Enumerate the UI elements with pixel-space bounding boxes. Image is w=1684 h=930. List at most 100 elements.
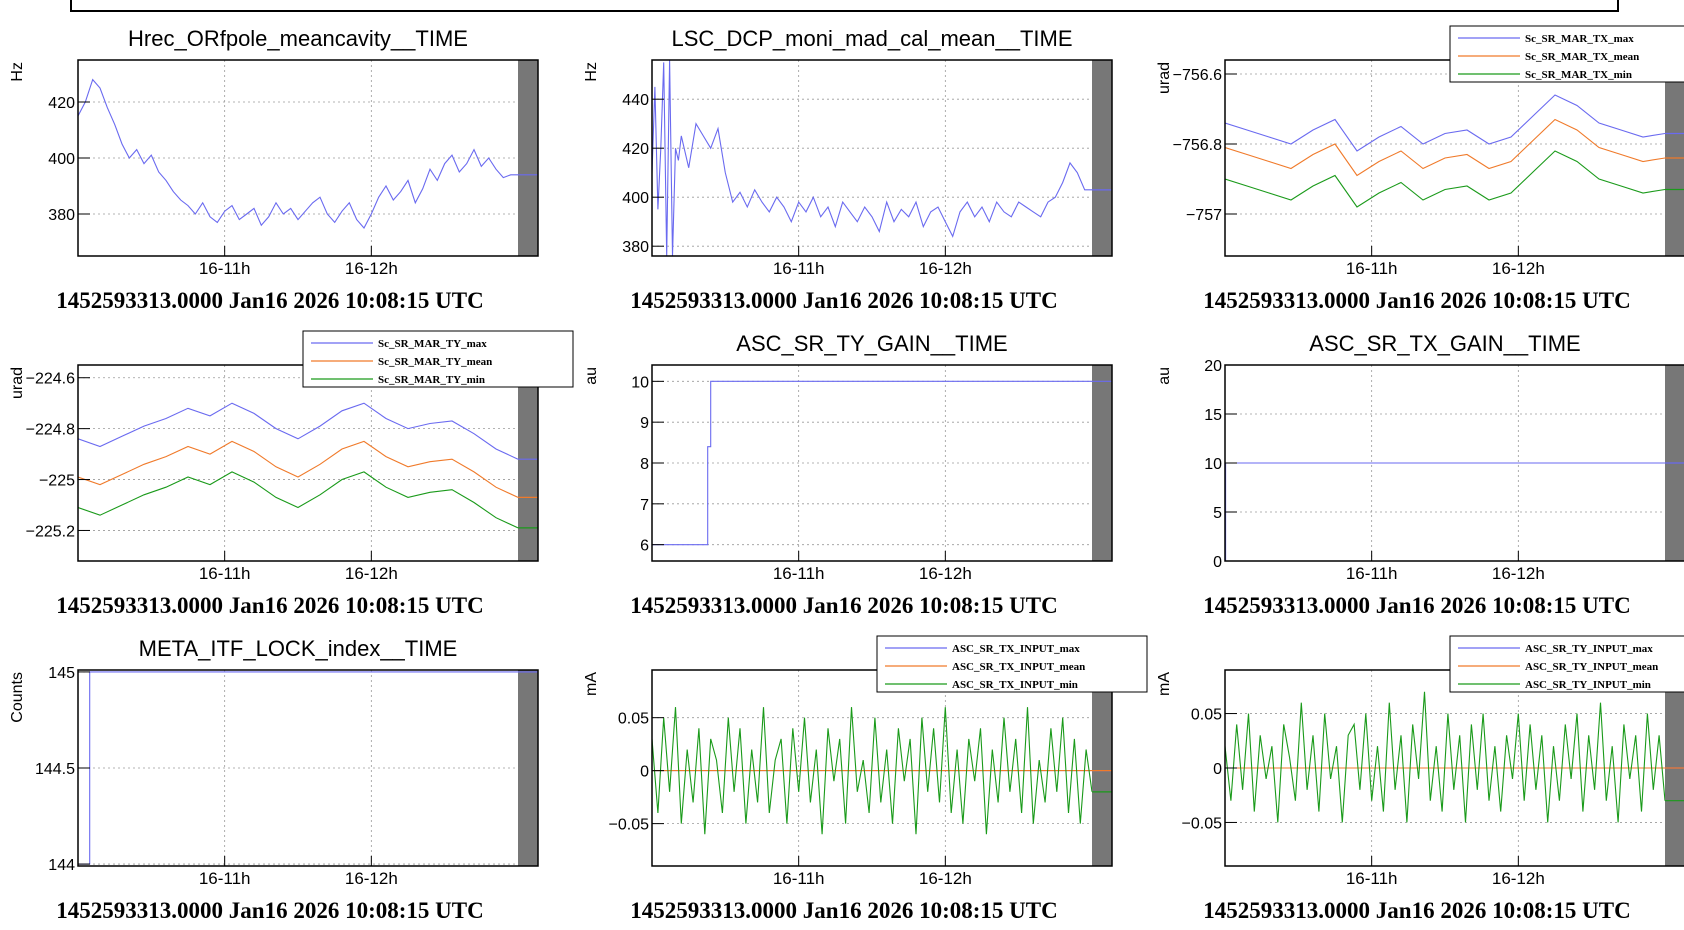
x-tick-label: 16-12h — [345, 869, 398, 888]
y-tick-label: 144 — [48, 857, 75, 874]
overflow-bar — [1092, 670, 1112, 866]
chart-footer-timestamp: 1452593313.0000 Jan16 2026 10:08:15 UTC — [630, 593, 1057, 618]
legend-box — [1449, 635, 1684, 693]
x-tick-label: 16-11h — [773, 564, 825, 583]
x-tick-label: 16-11h — [773, 259, 825, 278]
y-tick-label: −0.05 — [1182, 815, 1223, 832]
x-tick-label: 16-12h — [1492, 869, 1545, 888]
chart-panel-asc_ty_gain: 6 7 8 9 10 16-11h 16-12h au ASC_SR_TY_GAIN__TIME… — [583, 331, 1113, 618]
x-tick-label: 16-11h — [773, 869, 825, 888]
plot-area — [652, 60, 1112, 256]
y-axis-label: urad — [9, 367, 26, 399]
legend-entry: ASC_SR_TY_INPUT_max — [1525, 643, 1653, 655]
chart-footer-timestamp: 1452593313.0000 Jan16 2026 10:08:15 UTC — [630, 898, 1057, 923]
y-axis-label: au — [1156, 367, 1173, 385]
legend-entry: Sc_SR_MAR_TY_max — [378, 338, 487, 350]
y-tick-label: 0.05 — [618, 711, 649, 728]
x-tick-label: 16-12h — [345, 259, 398, 278]
chart-footer-timestamp: 1452593313.0000 Jan16 2026 10:08:15 UTC — [630, 288, 1057, 313]
x-tick-label: 16-12h — [345, 564, 398, 583]
chart-title: ASC_SR_TX_GAIN__TIME — [1309, 331, 1580, 356]
chart-panel-asc_ty_input: −0.05 0 0.05 16-11h 16-12h mA 1452593313.0000 … — [1156, 635, 1684, 923]
x-tick-label: 16-11h — [1346, 564, 1398, 583]
legend-box — [302, 330, 574, 388]
chart-panel-meta_lock: 144 144.5 145 16-11h 16-12h Counts META_ITF_LO… — [9, 636, 539, 923]
y-tick-label: −0.05 — [609, 817, 650, 834]
legend-entry: Sc_SR_MAR_TX_max — [1525, 33, 1634, 45]
chart-footer-timestamp: 1452593313.0000 Jan16 2026 10:08:15 UTC — [56, 288, 483, 313]
y-tick-label: 0 — [1213, 554, 1222, 571]
y-tick-label: −225 — [39, 473, 75, 490]
chart-title: ASC_SR_TY_GAIN__TIME — [736, 331, 1007, 356]
x-tick-label: 16-11h — [199, 259, 251, 278]
x-tick-label: 16-12h — [919, 564, 972, 583]
chart-title: META_ITF_LOCK_index__TIME — [139, 636, 458, 661]
legend-entry: Sc_SR_MAR_TX_mean — [1525, 51, 1639, 63]
x-tick-label: 16-12h — [919, 259, 972, 278]
plot-area — [1225, 60, 1684, 256]
chart-panel-mar_ty: −225.2 −225 −224.8 −224.6 16-11h 16-12h urad 14… — [9, 330, 574, 618]
y-tick-label: 0 — [1213, 761, 1222, 778]
y-tick-label: 6 — [640, 538, 649, 555]
y-tick-label: −224.8 — [26, 422, 75, 439]
y-tick-label: −756.6 — [1173, 67, 1222, 84]
x-tick-label: 16-11h — [199, 564, 251, 583]
chart-panel-asc_tx_gain: 0 5 10 15 20 16-11h 16-12h au ASC_SR_TX_GAIN__TI… — [1156, 331, 1684, 618]
y-axis-label: Hz — [583, 62, 600, 82]
chart-footer-timestamp: 1452593313.0000 Jan16 2026 10:08:15 UTC — [56, 898, 483, 923]
x-tick-label: 16-11h — [1346, 869, 1398, 888]
overflow-bar — [518, 670, 538, 866]
legend-entry: Sc_SR_MAR_TY_mean — [378, 356, 492, 368]
series-line-Sc_SR_MAR_TX_max — [1225, 94, 1665, 152]
legend-entry: Sc_SR_MAR_TX_min — [1525, 69, 1632, 81]
chart-footer-timestamp: 1452593313.0000 Jan16 2026 10:08:15 UTC — [56, 593, 483, 618]
series-line-Sc_SR_MAR_TX_min — [1225, 150, 1665, 208]
y-tick-label: −225.2 — [26, 523, 75, 540]
y-tick-label: −756.8 — [1173, 137, 1222, 154]
y-axis-label: Hz — [9, 62, 26, 82]
plot-frame — [651, 59, 1113, 257]
x-tick-label: 16-12h — [1492, 564, 1545, 583]
series-line-Hrec_ORfpole_meancavity — [78, 78, 518, 229]
y-axis-label: Counts — [9, 672, 26, 723]
y-tick-label: 5 — [1213, 505, 1222, 522]
y-tick-label: 380 — [48, 207, 75, 224]
y-tick-label: 10 — [631, 374, 649, 391]
legend-entry: Sc_SR_MAR_TY_min — [378, 374, 485, 386]
legend-entry: ASC_SR_TY_INPUT_mean — [1525, 661, 1658, 673]
y-tick-label: 380 — [622, 239, 649, 256]
y-tick-label: 8 — [640, 456, 649, 473]
y-tick-label: 420 — [48, 95, 75, 112]
series-line-ASC_SR_TY_INPUT_min — [1225, 691, 1665, 823]
legend-box — [1449, 25, 1684, 83]
y-axis-label: mA — [583, 672, 600, 696]
y-tick-label: 9 — [640, 415, 649, 432]
series-line-Sc_SR_MAR_TY_max — [78, 402, 518, 460]
y-tick-label: 0 — [640, 764, 649, 781]
series-line-LSC_DCP_moni_mad_cal_mean — [652, 60, 1092, 256]
y-tick-label: 145 — [48, 665, 75, 682]
legend-entry: ASC_SR_TX_INPUT_mean — [952, 661, 1085, 673]
y-tick-label: 0.05 — [1191, 707, 1222, 724]
chart-panel-mar_tx: −757 −756.8 −756.6 16-11h 16-12h urad 14525933… — [1156, 25, 1684, 313]
legend-box — [876, 635, 1148, 693]
legend-entry: ASC_SR_TX_INPUT_max — [952, 643, 1080, 655]
y-tick-label: 420 — [622, 141, 649, 158]
y-tick-label: 144.5 — [35, 761, 75, 778]
chart-panel-hrec: 380 400 420 16-11h 16-12h Hz Hrec_ORfpole_mean… — [9, 26, 539, 313]
y-tick-label: 20 — [1204, 358, 1222, 375]
y-tick-label: 400 — [622, 190, 649, 207]
series-line-Sc_SR_MAR_TY_mean — [78, 440, 518, 498]
plot-area — [652, 670, 1112, 866]
chart-panel-lsc: 380 400 420 440 16-11h 16-12h Hz LSC_DCP_moni_m… — [583, 26, 1113, 313]
chart-footer-timestamp: 1452593313.0000 Jan16 2026 10:08:15 UTC — [1203, 593, 1630, 618]
top-banner-frame — [70, 0, 1619, 12]
plot-area — [78, 365, 538, 561]
series-line-ASC_SR_TY_GAIN — [652, 380, 1092, 546]
y-axis-label: mA — [1156, 672, 1173, 696]
x-tick-label: 16-12h — [1492, 259, 1545, 278]
x-tick-label: 16-11h — [1346, 259, 1398, 278]
chart-title: Hrec_ORfpole_meancavity__TIME — [128, 26, 468, 51]
y-axis-label: au — [583, 367, 600, 385]
